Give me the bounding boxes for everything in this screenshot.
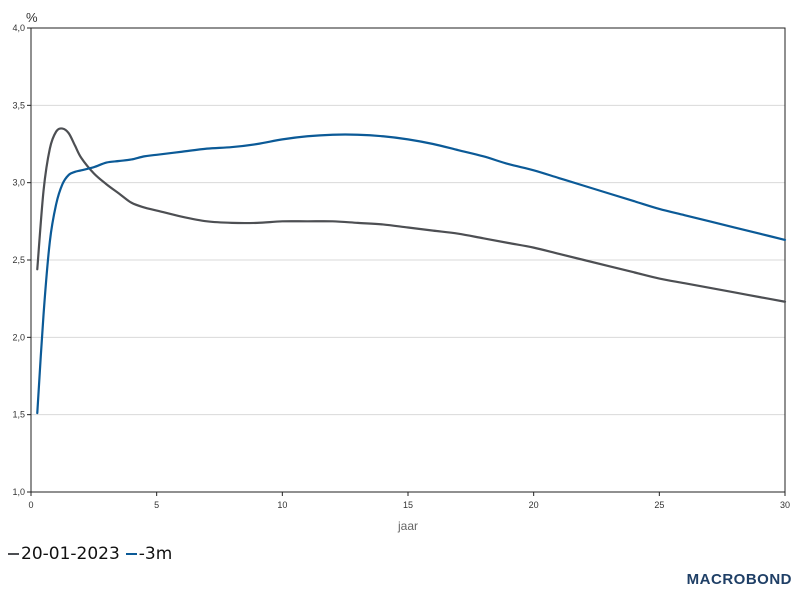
x-tick-label: 20 bbox=[529, 500, 539, 510]
x-tick-label: 30 bbox=[780, 500, 790, 510]
x-tick-label: 10 bbox=[277, 500, 287, 510]
y-tick-label: 3,5 bbox=[12, 100, 25, 110]
y-tick-label: 4,0 bbox=[12, 23, 25, 33]
legend-label: 20-01-2023 bbox=[21, 544, 120, 564]
series-line-3m bbox=[36, 133, 787, 415]
series-line-20-01-2023 bbox=[36, 127, 787, 303]
legend-label: -3m bbox=[138, 544, 173, 564]
legend-item-3m[interactable]: -3m bbox=[125, 544, 173, 564]
y-tick-label: 2,0 bbox=[12, 332, 25, 342]
macrobond-logo: MACROBOND bbox=[686, 571, 792, 588]
legend-item-20-01-2023[interactable]: 20-01-2023 bbox=[8, 544, 120, 564]
x-tick-label: 0 bbox=[28, 500, 33, 510]
y-tick-label: 2,5 bbox=[12, 255, 25, 265]
series bbox=[36, 127, 787, 415]
y-unit-label: % bbox=[26, 10, 38, 25]
x-axis: 0 5 10 15 20 25 30 bbox=[28, 492, 790, 510]
legend-swatch bbox=[125, 553, 137, 555]
x-tick-label: 15 bbox=[403, 500, 413, 510]
y-tick-label: 1,0 bbox=[12, 487, 25, 497]
legend: 20-01-2023 -3m bbox=[8, 544, 178, 564]
legend-swatch bbox=[8, 553, 19, 555]
y-axis: 1,0 1,5 2,0 2,5 3,0 3,5 4,0 bbox=[12, 23, 31, 497]
x-tick-label: 25 bbox=[654, 500, 664, 510]
gridlines bbox=[31, 27, 785, 493]
y-tick-label: 3,0 bbox=[12, 178, 25, 188]
yield-curve-chart: 1,0 1,5 2,0 2,5 3,0 3,5 4,0 0 5 10 15 20 25 30 % jaa… bbox=[12, 10, 790, 533]
x-axis-label: jaar bbox=[397, 519, 418, 533]
y-tick-label: 1,5 bbox=[12, 410, 25, 420]
x-tick-label: 5 bbox=[154, 500, 159, 510]
